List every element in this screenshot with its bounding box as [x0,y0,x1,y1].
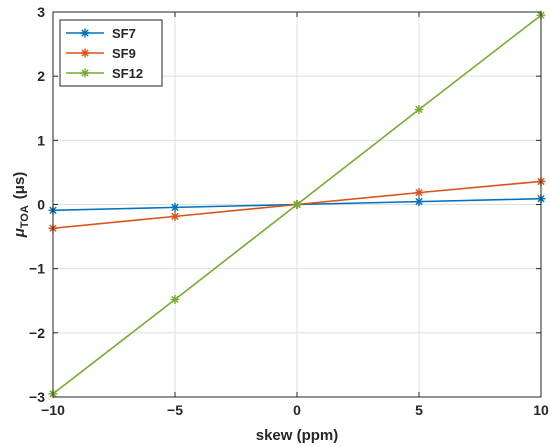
data-point-sf9 [414,188,424,198]
legend-label: SF7 [112,26,136,41]
data-point-sf7 [414,197,424,207]
x-tick-label: 0 [293,402,301,418]
x-tick-label: 5 [415,402,423,418]
y-tick-label: 1 [37,132,45,148]
x-tick-label: −10 [41,402,65,418]
x-tick-label: 10 [533,402,549,418]
y-axis-label: μTOA (μs) [11,172,31,239]
x-tick-label: −5 [167,402,183,418]
x-axis-ticks: −10 −5 0 5 10 [41,12,549,418]
y-axis-label-base: μ [11,228,28,238]
y-tick-label: −2 [29,325,45,341]
data-point-sf12 [414,105,424,115]
legend-marker [80,28,90,38]
y-tick-label: 0 [37,197,45,213]
y-axis-label-subscript: TOA [19,205,31,228]
data-point-sf7 [170,202,180,212]
y-tick-label: −1 [29,261,45,277]
y-tick-label: 3 [37,4,45,20]
legend-label: SF9 [112,46,136,61]
data-point-sf9 [170,211,180,221]
legend-marker [80,48,90,58]
legend-marker [80,68,90,78]
y-axis-ticks: −3 −2 −1 0 1 2 3 [29,4,541,405]
legend-item-sf7: SF7 [66,26,136,41]
legend: SF7 SF9 SF12 [59,19,163,87]
y-tick-label: 2 [37,68,45,84]
legend-item-sf12: SF12 [66,66,143,81]
data-point-sf12 [170,294,180,304]
x-axis-label: skew (ppm) [256,427,339,444]
y-tick-label: −3 [29,389,45,405]
legend-label: SF12 [112,66,143,81]
legend-item-sf9: SF9 [66,46,136,61]
y-axis-label-units: (μs) [11,172,28,200]
data-point-sf12 [292,200,302,209]
